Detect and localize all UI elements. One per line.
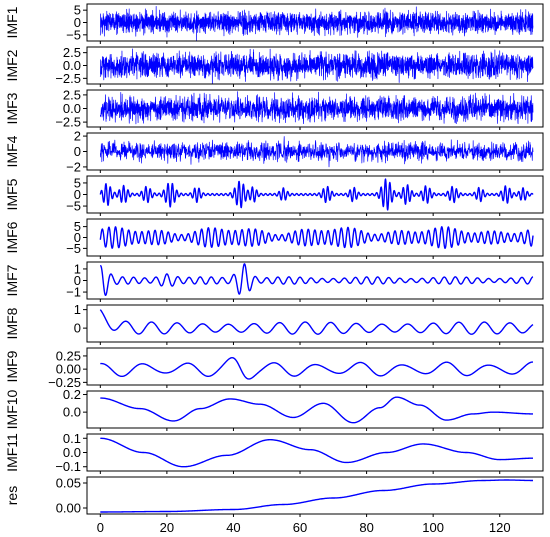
- y-tick-label: −0.25: [48, 375, 81, 390]
- x-tick-label: 80: [359, 520, 373, 535]
- y-tick-label: 1: [74, 302, 81, 317]
- y-tick-label: 0.05: [56, 476, 81, 491]
- series-line-imf4: [99, 136, 534, 168]
- y-tick-label: 0.25: [56, 348, 81, 363]
- panel-imf7: 10−1 IMF7: [4, 261, 544, 302]
- series-line-imf7: [99, 263, 534, 297]
- panel-label-imf10: IMF10: [4, 389, 20, 429]
- panel-frame: [86, 304, 544, 343]
- panel-imf2: 2.50.0−2.5 IMF2: [4, 45, 544, 87]
- panel-imf8: 1 0 IMF8: [4, 302, 544, 345]
- y-tick-label: −5: [66, 241, 81, 256]
- panel-res: 0.05 0.00 res: [4, 476, 544, 517]
- y-tick-label: 0.0: [63, 101, 81, 116]
- panel-imf6: 50−5 IMF6: [4, 218, 544, 259]
- y-tick-label: −2.5: [55, 115, 81, 130]
- series-line-imf9: [99, 357, 534, 380]
- x-tick-label: 100: [422, 520, 444, 535]
- panel-imf3: 2.50.0−2.5 IMF3: [4, 87, 544, 130]
- panel-frame: [86, 347, 544, 386]
- series-line-imf8: [99, 309, 534, 335]
- y-tick-label: −2: [66, 159, 81, 174]
- x-tick-label: 0: [97, 520, 104, 535]
- panel-imf1: 50−5 IMF1: [4, 3, 544, 44]
- x-tick-label: 40: [226, 520, 240, 535]
- y-tick-label: 0.00: [56, 501, 81, 516]
- y-tick-label: 0: [74, 144, 81, 159]
- y-tick-label: 0: [74, 15, 81, 30]
- series-line-imf6: [99, 226, 534, 249]
- y-tick-label: 0.0: [63, 58, 81, 73]
- panel-frame: [86, 390, 544, 429]
- series-line-imf2: [99, 48, 534, 84]
- panel-label-imf9: IMF9: [4, 350, 20, 382]
- y-tick-label: 2: [74, 129, 81, 144]
- panel-label-imf5: IMF5: [4, 178, 20, 210]
- y-tick-label: −2.5: [55, 71, 81, 86]
- panel-label-imf4: IMF4: [4, 135, 20, 167]
- series-line-imf11: [100, 437, 534, 468]
- series-line-imf1: [99, 5, 534, 41]
- panel-frame: [86, 476, 544, 515]
- y-tick-label: 1: [74, 261, 81, 276]
- panel-imf9: 0.250.00−0.25 IMF9: [4, 347, 544, 390]
- panel-label-imf2: IMF2: [4, 49, 20, 81]
- y-tick-label: −5: [66, 199, 81, 214]
- panel-label-imf7: IMF7: [4, 264, 20, 296]
- y-tick-label: 0.2: [63, 387, 81, 402]
- panel-label-res: res: [4, 486, 20, 505]
- y-tick-label: 0.0: [63, 445, 81, 460]
- panel-label-imf1: IMF1: [4, 6, 20, 38]
- panel-imf10: 0.2 0.0 IMF10: [4, 387, 544, 431]
- y-tick-label: 2.5: [63, 45, 81, 60]
- x-tick-label: 60: [293, 520, 307, 535]
- y-tick-label: −0.1: [55, 459, 81, 474]
- series-line-res: [100, 479, 534, 513]
- y-tick-label: 2.5: [63, 87, 81, 102]
- series-line-imf10: [100, 396, 534, 424]
- panel-label-imf11: IMF11: [4, 433, 20, 472]
- y-tick-label: 5: [74, 3, 81, 18]
- y-tick-label: 0: [74, 187, 81, 202]
- y-tick-label: −1: [66, 285, 81, 300]
- y-tick-label: 0: [74, 273, 81, 288]
- y-tick-label: 5: [74, 219, 81, 234]
- series-line-imf3: [99, 91, 534, 125]
- x-tick-label: 20: [160, 520, 174, 535]
- panel-label-imf8: IMF8: [4, 307, 20, 339]
- panel-frame: [86, 433, 544, 472]
- y-tick-label: 0: [74, 230, 81, 245]
- series-line-imf5: [99, 178, 534, 211]
- panel-frame: [86, 218, 544, 257]
- y-tick-label: 0.00: [56, 362, 81, 377]
- y-tick-label: 5: [74, 175, 81, 190]
- panel-imf4: 20−2 IMF4: [4, 129, 544, 174]
- panel-imf5: 50−5 IMF5: [4, 175, 544, 216]
- y-tick-label: 0.1: [63, 431, 81, 446]
- y-tick-label: 0.0: [63, 405, 81, 420]
- y-tick-label: 0: [74, 321, 81, 336]
- y-tick-label: −5: [66, 27, 81, 42]
- panel-imf11: 0.10.0−0.1 IMF11: [4, 431, 544, 474]
- panel-label-imf3: IMF3: [4, 92, 20, 124]
- x-tick-label: 120: [489, 520, 511, 535]
- panel-label-imf6: IMF6: [4, 221, 20, 253]
